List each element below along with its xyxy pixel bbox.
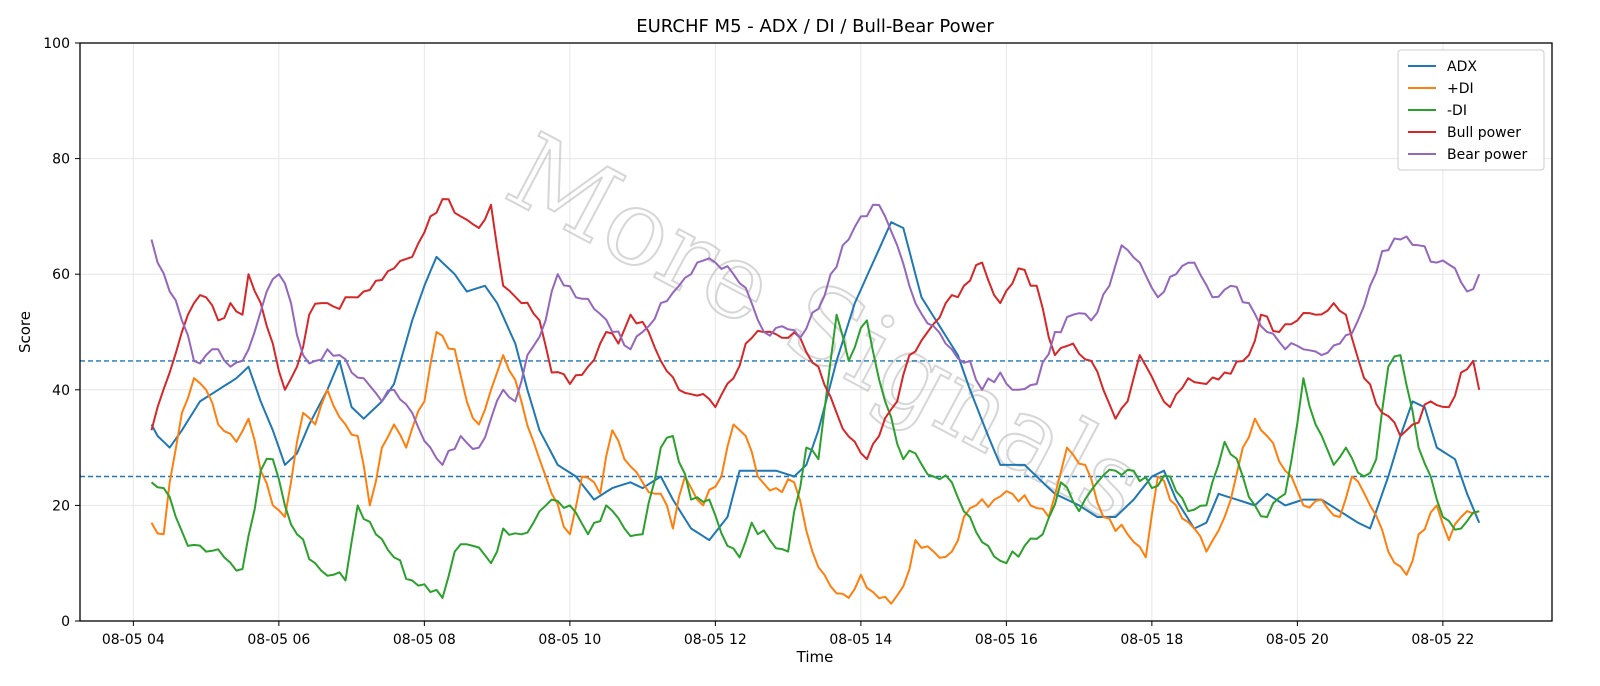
series-line-adx: [150, 221, 1481, 542]
y-tick-label: 0: [61, 614, 70, 630]
series-line-di: [150, 331, 1480, 605]
series-line-bear-power: [150, 203, 1481, 466]
x-axis: 08-05 04 08-05 06 08-05 08 08-05 10 08-05 12…: [102, 621, 1474, 648]
x-tick-label: 08-05 10: [538, 632, 601, 648]
x-tick-label: 08-05 20: [1266, 632, 1329, 648]
legend-label: Bear power: [1447, 147, 1528, 163]
x-tick-label: 08-05 08: [393, 632, 456, 648]
grid: [80, 42, 1552, 622]
y-tick-label: 20: [52, 498, 70, 514]
y-tick-label: 60: [52, 267, 70, 283]
x-tick-label: 08-05 22: [1411, 632, 1474, 648]
series-line-bull-power: [150, 198, 1481, 461]
chart-title: EURCHF M5 - ADX / DI / Bull-Bear Power: [636, 16, 994, 37]
legend-label: +DI: [1447, 81, 1474, 97]
x-tick-label: 08-05 06: [247, 632, 310, 648]
x-tick-label: 08-05 14: [829, 632, 892, 648]
legend-label: ADX: [1447, 59, 1477, 75]
series-layer: [150, 198, 1481, 605]
y-tick-label: 100: [43, 36, 70, 52]
y-tick-label: 40: [52, 383, 70, 399]
legend: ADX +DI -DI Bull power Bear power: [1397, 49, 1545, 171]
y-axis-title: Score: [16, 311, 34, 353]
y-axis: 0 20 40 60 80 100: [43, 36, 80, 630]
legend-label: Bull power: [1447, 125, 1521, 141]
legend-box: [1397, 49, 1545, 171]
series-line-di: [150, 313, 1480, 599]
x-tick-label: 08-05 18: [1120, 632, 1183, 648]
y-tick-label: 80: [52, 152, 70, 168]
x-tick-label: 08-05 16: [975, 632, 1038, 648]
legend-label: -DI: [1447, 103, 1467, 119]
x-tick-label: 08-05 04: [102, 632, 165, 648]
plot-frame: [79, 42, 1553, 622]
x-axis-title: Time: [796, 648, 834, 666]
x-tick-label: 08-05 12: [684, 632, 747, 648]
reference-lines: [80, 360, 1552, 478]
